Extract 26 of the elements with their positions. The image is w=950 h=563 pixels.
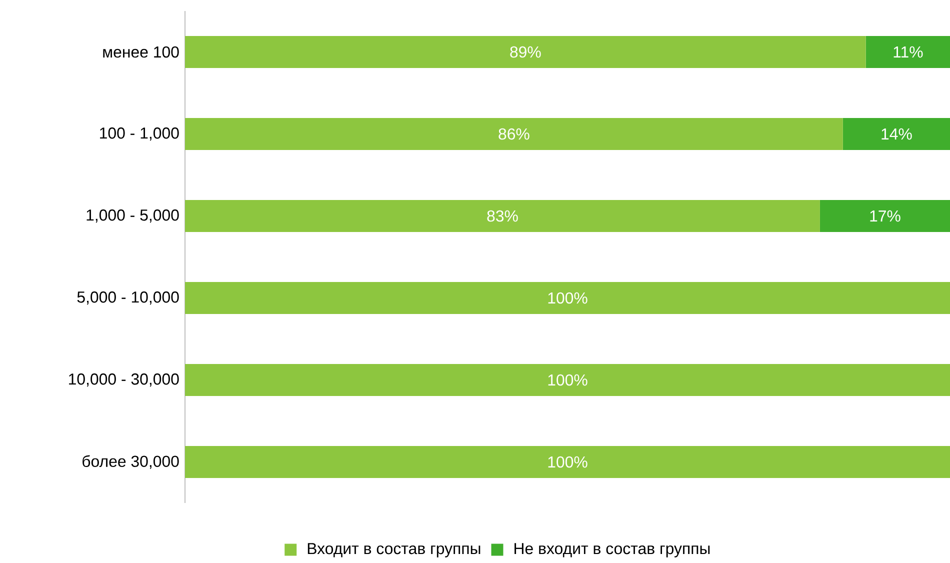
data-label: 89% xyxy=(510,46,541,58)
data-label: 100% xyxy=(548,292,588,304)
y-tick-label: 10,000 - 30,000 xyxy=(69,373,179,387)
bar xyxy=(185,282,950,314)
data-label: 14% xyxy=(882,128,912,140)
bar xyxy=(185,118,843,150)
y-tick-label: более 30,000 xyxy=(82,455,179,469)
bar xyxy=(185,364,950,396)
bar xyxy=(185,446,950,478)
y-tick-label: 5,000 - 10,000 xyxy=(77,291,179,305)
legend-label: Входит в состав группы xyxy=(308,543,480,558)
legend-label: Не входит в состав группы xyxy=(514,543,710,558)
bar xyxy=(866,36,950,68)
data-label: 100% xyxy=(548,374,588,386)
y-tick-label: менее 100 xyxy=(103,46,179,58)
bar xyxy=(185,36,866,68)
data-label: 83% xyxy=(487,210,518,222)
bar xyxy=(842,118,950,150)
bar xyxy=(185,200,820,232)
y-tick-label: 100 - 1,000 xyxy=(100,127,179,141)
data-label: 100% xyxy=(548,456,588,468)
data-label: 17% xyxy=(870,210,900,222)
data-label: 11% xyxy=(894,46,923,58)
data-label: 86% xyxy=(498,128,530,140)
y-tick-label: 1,000 - 5,000 xyxy=(86,209,179,223)
bar xyxy=(820,200,950,232)
